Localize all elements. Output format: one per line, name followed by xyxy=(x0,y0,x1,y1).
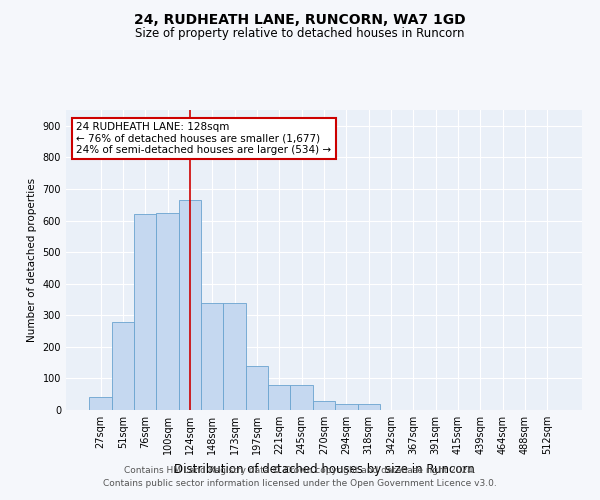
Text: Size of property relative to detached houses in Runcorn: Size of property relative to detached ho… xyxy=(135,28,465,40)
Bar xyxy=(112,322,134,410)
Bar xyxy=(157,212,179,410)
Bar xyxy=(290,384,313,410)
Bar xyxy=(313,400,335,410)
Bar xyxy=(179,200,201,410)
Text: 24, RUDHEATH LANE, RUNCORN, WA7 1GD: 24, RUDHEATH LANE, RUNCORN, WA7 1GD xyxy=(134,12,466,26)
Bar xyxy=(201,304,223,410)
Bar xyxy=(134,214,157,410)
Bar xyxy=(335,404,358,410)
Bar xyxy=(358,404,380,410)
Text: Contains HM Land Registry data © Crown copyright and database right 2024.
Contai: Contains HM Land Registry data © Crown c… xyxy=(103,466,497,487)
Text: 24 RUDHEATH LANE: 128sqm
← 76% of detached houses are smaller (1,677)
24% of sem: 24 RUDHEATH LANE: 128sqm ← 76% of detach… xyxy=(76,122,331,155)
Bar xyxy=(89,396,112,410)
Bar xyxy=(223,304,246,410)
X-axis label: Distribution of detached houses by size in Runcorn: Distribution of detached houses by size … xyxy=(173,462,475,475)
Bar xyxy=(268,384,290,410)
Y-axis label: Number of detached properties: Number of detached properties xyxy=(27,178,37,342)
Bar xyxy=(246,366,268,410)
